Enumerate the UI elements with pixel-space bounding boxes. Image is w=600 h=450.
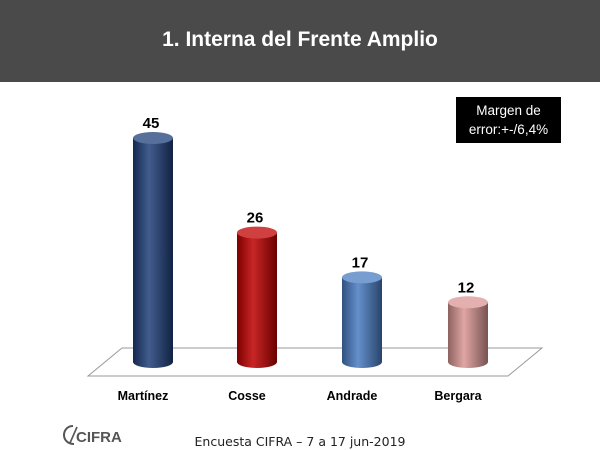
- logo-slash-icon: [69, 426, 78, 444]
- bars-layer: 45 Martínez 26 Cosse 17 Andrade 12 Bergara: [118, 115, 488, 403]
- bar-cosse: [237, 232, 277, 368]
- category-label: Cosse: [228, 389, 266, 403]
- slide-title: 1. Interna del Frente Amplio: [162, 28, 438, 51]
- bar-andrade: [342, 277, 382, 368]
- data-label: 26: [247, 210, 264, 227]
- data-label: 12: [458, 279, 475, 296]
- bar-top-cap: [448, 296, 488, 309]
- bar-bergara: [448, 302, 488, 368]
- category-label: Bergara: [434, 389, 482, 403]
- data-label: 45: [143, 115, 160, 132]
- data-label: 17: [352, 254, 369, 271]
- bar-top-cap: [342, 271, 382, 284]
- bar-martnez: [133, 138, 173, 368]
- category-label: Martínez: [118, 389, 169, 403]
- category-label: Andrade: [327, 389, 378, 403]
- cifra-logo: CIFRA: [62, 425, 122, 446]
- margin-note-line-2: error:+-/6,4%: [468, 122, 549, 137]
- logo-text: CIFRA: [76, 429, 122, 446]
- logo-mark-icon: [62, 425, 75, 445]
- margin-of-error-note: Margen de error:+-/6,4%: [456, 97, 561, 143]
- chart-floor: [86, 347, 544, 377]
- footer-source: Encuesta CIFRA – 7 a 17 jun-2019: [194, 434, 406, 449]
- margin-note-line-1: Margen de: [476, 103, 541, 118]
- bar-top-cap: [237, 226, 277, 239]
- slide-header: [0, 0, 600, 82]
- bar-chart: 45 Martínez 26 Cosse 17 Andrade 12 Bergara: [86, 115, 544, 403]
- bar-top-cap: [133, 132, 173, 144]
